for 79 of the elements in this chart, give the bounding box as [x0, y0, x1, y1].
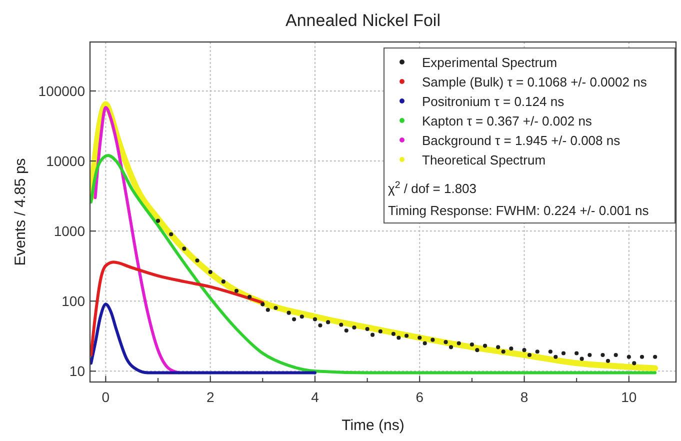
point: [404, 334, 409, 338]
point: [248, 294, 252, 299]
point: [475, 348, 480, 352]
point: [292, 317, 296, 322]
legend-label: Positronium τ = 0.124 ns: [422, 94, 565, 109]
point: [632, 361, 636, 366]
point: [234, 288, 239, 293]
point: [580, 356, 584, 361]
point: [653, 354, 658, 359]
point: [318, 323, 322, 328]
legend-label: Theoretical Spectrum: [422, 152, 546, 168]
line-series: [90, 154, 657, 374]
annotation: χ$^{2}$ / dof = 1.803: [388, 180, 477, 196]
point: [501, 350, 506, 354]
point: [312, 317, 318, 322]
point: [574, 351, 579, 356]
legend-label: Sample (Bulk) τ = 0.1068 +/- 0.0002 ns: [422, 74, 648, 90]
y-tick-label: 100: [62, 293, 86, 310]
point: [182, 246, 186, 251]
point: [195, 258, 200, 263]
point: [600, 352, 605, 358]
y-tick-label: 1000: [54, 223, 86, 240]
x-tick-label: 10: [621, 389, 637, 405]
point: [470, 342, 474, 347]
annotation: Timing Response: FWHM: 0.224 +/- 0.001 ns: [388, 203, 650, 218]
x-tick-label: 2: [206, 389, 214, 405]
point: [614, 352, 618, 358]
point: [352, 325, 356, 330]
legend-label: Background τ = 1.945 +/- 0.008 ns: [422, 133, 621, 148]
point: [588, 352, 592, 358]
point: [422, 341, 427, 346]
point: [482, 344, 488, 348]
point: [286, 310, 291, 315]
point: [365, 326, 370, 332]
point: [535, 350, 540, 354]
point: [561, 351, 566, 356]
point: [527, 352, 532, 358]
x-tick-label: 4: [311, 389, 320, 405]
x-tick-label: 8: [520, 389, 528, 405]
y-tick-label: 10000: [46, 153, 86, 170]
point: [554, 354, 558, 359]
point: [396, 336, 401, 340]
point: [448, 345, 454, 350]
point: [221, 280, 226, 284]
point: [274, 306, 278, 310]
point: [339, 322, 344, 327]
y-tick-label: 10: [69, 363, 86, 380]
point: [266, 308, 270, 312]
point: [370, 332, 375, 337]
point: [456, 341, 461, 346]
point: [156, 218, 160, 223]
point: [509, 346, 514, 351]
y-tick-label: 100000: [38, 82, 86, 99]
point: [606, 358, 610, 363]
point: [378, 329, 382, 334]
point: [496, 345, 500, 350]
point: [626, 354, 631, 359]
x-axis-title: Time (ns): [342, 417, 404, 434]
legend-label: Kapton τ = 0.367 +/- 0.002 ns: [422, 114, 592, 128]
chart-title: Annealed Nickel Foil: [286, 11, 440, 30]
x-tick-label: 6: [416, 389, 424, 405]
point: [418, 336, 422, 340]
line-series: [90, 260, 264, 357]
point: [169, 232, 174, 236]
point: [300, 314, 304, 319]
x-tick-label: 0: [102, 389, 110, 405]
point: [344, 328, 348, 333]
y-axis-title: Events / 4.85 ps: [12, 158, 29, 266]
line-series: [90, 302, 316, 374]
point: [430, 338, 435, 342]
point: [548, 350, 552, 354]
point: [326, 320, 330, 324]
point: [444, 340, 448, 344]
legend-label: Experimental Spectrum: [422, 55, 558, 70]
point: [640, 354, 644, 359]
point: [391, 332, 396, 336]
point: [208, 270, 212, 274]
point: [522, 348, 526, 352]
point: [260, 302, 265, 306]
